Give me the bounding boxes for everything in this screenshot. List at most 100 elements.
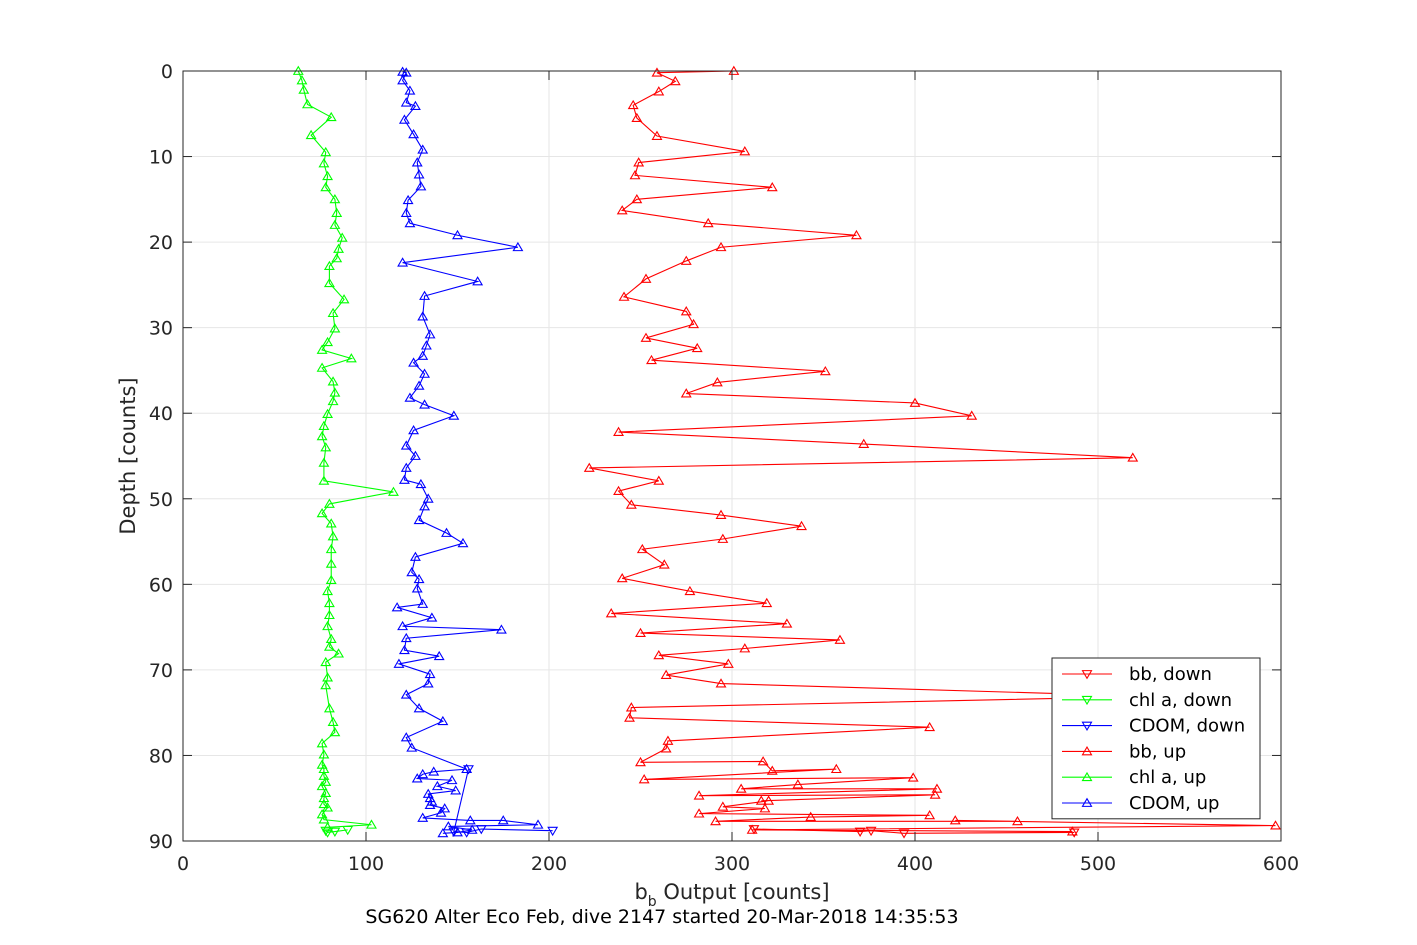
data-point	[325, 633, 337, 644]
data-point	[419, 290, 431, 300]
data-point	[420, 340, 432, 350]
data-point	[739, 146, 751, 156]
data-point	[636, 543, 648, 554]
data-point	[616, 205, 628, 215]
data-point	[805, 811, 817, 821]
data-point	[398, 474, 410, 484]
data-point	[638, 774, 650, 784]
data-point	[336, 232, 348, 242]
data-point	[834, 634, 846, 644]
data-point	[635, 756, 646, 767]
data-point	[400, 462, 412, 472]
x-tick-label: 600	[1263, 853, 1299, 875]
data-point	[1270, 820, 1281, 830]
data-point	[658, 559, 670, 569]
legend: bb, down chl a, down CDOM, down bb, up chl a…	[1051, 657, 1261, 820]
data-point	[640, 332, 652, 342]
data-point	[439, 803, 451, 813]
data-point	[318, 457, 330, 467]
legend-item: chl a, down	[1062, 690, 1232, 711]
legend-label: bb, up	[1129, 741, 1186, 762]
legend-item: CDOM, up	[1062, 793, 1219, 814]
data-point	[404, 217, 416, 228]
data-point	[433, 650, 445, 661]
legend-marker	[1081, 797, 1093, 807]
data-point	[400, 207, 412, 217]
data-point	[411, 157, 423, 167]
data-point	[322, 802, 334, 812]
data-point	[437, 715, 449, 726]
series-line	[453, 769, 553, 833]
data-point	[830, 763, 842, 774]
data-point	[680, 388, 692, 398]
data-point	[1127, 452, 1139, 462]
data-point	[466, 824, 478, 834]
data-point	[329, 323, 341, 333]
data-point	[512, 241, 524, 252]
data-point	[464, 815, 476, 825]
data-point	[1066, 826, 1078, 836]
data-point	[763, 795, 775, 805]
data-point	[400, 732, 412, 742]
data-point	[409, 100, 421, 111]
data-point	[409, 450, 421, 460]
data-point	[651, 130, 663, 140]
data-point	[333, 243, 345, 253]
data-point	[322, 828, 334, 838]
data-point	[633, 157, 645, 167]
data-point	[624, 712, 635, 722]
x-tick-label: 400	[897, 853, 933, 875]
y-tick-label: 20	[149, 232, 173, 254]
data-point	[413, 380, 425, 390]
series-line	[325, 829, 348, 834]
data-point	[711, 377, 723, 387]
data-point	[424, 668, 436, 679]
legend-marker	[1081, 721, 1093, 731]
data-point	[400, 97, 412, 107]
legend-item: bb, up	[1062, 741, 1186, 762]
data-point	[318, 798, 330, 809]
x-tick-label: 500	[1080, 853, 1116, 875]
data-point	[684, 585, 696, 596]
data-point	[320, 656, 332, 667]
data-point	[715, 678, 727, 688]
data-point	[400, 689, 412, 699]
data-point	[397, 75, 409, 85]
data-point	[316, 430, 328, 441]
series-5	[391, 66, 544, 838]
x-tick-label: 0	[177, 853, 189, 875]
data-point	[428, 766, 440, 776]
data-point	[653, 475, 665, 485]
data-point	[320, 679, 332, 690]
data-point	[669, 75, 681, 86]
data-point	[693, 790, 705, 800]
data-point	[949, 815, 961, 825]
data-point	[323, 260, 335, 270]
data-point	[472, 276, 484, 286]
data-point	[327, 531, 339, 541]
data-point	[909, 397, 921, 407]
y-tick-label: 40	[149, 403, 173, 425]
data-point	[320, 442, 332, 452]
data-point	[391, 602, 403, 612]
data-point	[325, 518, 337, 528]
data-point	[717, 533, 729, 543]
data-point	[755, 795, 767, 805]
data-point	[318, 749, 330, 759]
data-point	[448, 410, 460, 420]
data-point	[325, 111, 337, 122]
data-point	[320, 146, 332, 157]
data-point	[635, 627, 646, 638]
data-point	[333, 648, 345, 658]
data-point	[435, 807, 447, 817]
data-point	[320, 181, 332, 192]
data-point	[323, 641, 335, 651]
data-point	[702, 217, 714, 228]
legend-marker	[1081, 670, 1093, 680]
legend-item: CDOM, down	[1062, 716, 1245, 737]
data-point	[437, 827, 449, 838]
series-3	[583, 65, 1281, 836]
data-point	[924, 809, 936, 820]
series-4	[292, 65, 399, 832]
